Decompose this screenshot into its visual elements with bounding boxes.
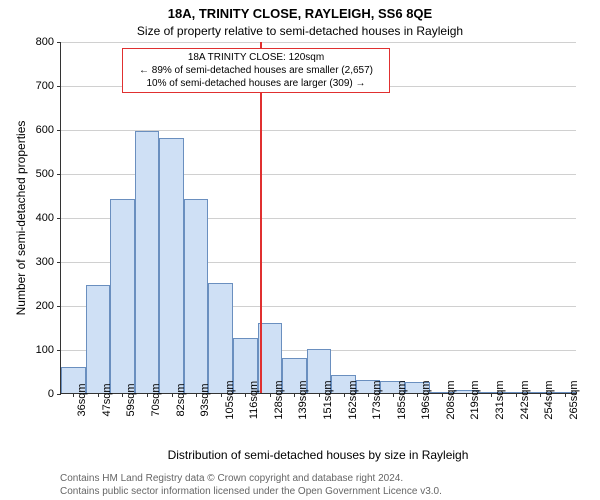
xtick-mark (73, 393, 74, 397)
x-axis-label: Distribution of semi-detached houses by … (60, 448, 576, 462)
xtick-label: 82sqm (175, 383, 187, 416)
gridline (61, 42, 576, 43)
xtick-label: 185sqm (396, 380, 408, 419)
ytick-mark (57, 42, 61, 43)
xtick-label: 128sqm (273, 380, 285, 419)
footer-line-1: Contains HM Land Registry data © Crown c… (60, 472, 442, 485)
xtick-mark (98, 393, 99, 397)
xtick-label: 151sqm (322, 380, 334, 419)
xtick-mark (491, 393, 492, 397)
xtick-label: 162sqm (347, 380, 359, 419)
ytick-mark (57, 350, 61, 351)
ytick-mark (57, 218, 61, 219)
xtick-label: 208sqm (445, 380, 457, 419)
xtick-label: 105sqm (224, 380, 236, 419)
footer-attribution: Contains HM Land Registry data © Crown c… (60, 472, 442, 498)
annotation-line-3: 10% of semi-detached houses are larger (… (127, 77, 385, 90)
ytick-mark (57, 86, 61, 87)
xtick-mark (516, 393, 517, 397)
ytick-label: 0 (0, 388, 54, 400)
xtick-label: 254sqm (543, 380, 555, 419)
ytick-mark (57, 394, 61, 395)
ytick-label: 200 (0, 300, 54, 312)
xtick-mark (417, 393, 418, 397)
xtick-mark (344, 393, 345, 397)
xtick-mark (245, 393, 246, 397)
ytick-mark (57, 306, 61, 307)
annotation-line-2: ← 89% of semi-detached houses are smalle… (127, 64, 385, 77)
xtick-label: 196sqm (420, 380, 432, 419)
histogram-bar (184, 199, 209, 393)
ytick-label: 400 (0, 212, 54, 224)
ytick-label: 800 (0, 36, 54, 48)
xtick-mark (221, 393, 222, 397)
ytick-mark (57, 262, 61, 263)
xtick-mark (294, 393, 295, 397)
histogram-bar (135, 131, 160, 393)
annotation-box: 18A TRINITY CLOSE: 120sqm ← 89% of semi-… (122, 48, 390, 93)
xtick-mark (368, 393, 369, 397)
xtick-mark (442, 393, 443, 397)
property-marker-line (260, 42, 262, 393)
ytick-label: 500 (0, 168, 54, 180)
annotation-line-1: 18A TRINITY CLOSE: 120sqm (127, 51, 385, 64)
histogram-bar (86, 285, 111, 393)
xtick-label: 219sqm (469, 380, 481, 419)
xtick-mark (540, 393, 541, 397)
histogram-bar (208, 283, 233, 393)
xtick-label: 36sqm (76, 383, 88, 416)
xtick-label: 173sqm (371, 380, 383, 419)
xtick-mark (466, 393, 467, 397)
chart-subtitle: Size of property relative to semi-detach… (0, 24, 600, 38)
xtick-label: 70sqm (150, 383, 162, 416)
xtick-mark (270, 393, 271, 397)
footer-line-2: Contains public sector information licen… (60, 485, 442, 498)
histogram-bar (159, 138, 184, 393)
chart-title: 18A, TRINITY CLOSE, RAYLEIGH, SS6 8QE (0, 6, 600, 21)
ytick-label: 600 (0, 124, 54, 136)
xtick-label: 59sqm (125, 383, 137, 416)
xtick-mark (172, 393, 173, 397)
xtick-mark (196, 393, 197, 397)
xtick-mark (319, 393, 320, 397)
xtick-mark (122, 393, 123, 397)
chart-plot-area (60, 42, 576, 394)
ytick-mark (57, 130, 61, 131)
xtick-label: 116sqm (248, 381, 260, 419)
xtick-label: 139sqm (297, 380, 309, 419)
xtick-mark (393, 393, 394, 397)
xtick-label: 265sqm (568, 380, 580, 419)
xtick-mark (147, 393, 148, 397)
ytick-label: 100 (0, 344, 54, 356)
xtick-label: 231sqm (494, 380, 506, 419)
ytick-mark (57, 174, 61, 175)
xtick-mark (565, 393, 566, 397)
xtick-label: 242sqm (519, 380, 531, 419)
xtick-label: 93sqm (199, 383, 211, 416)
histogram-bar (110, 199, 135, 393)
xtick-label: 47sqm (101, 383, 113, 416)
ytick-label: 700 (0, 80, 54, 92)
ytick-label: 300 (0, 256, 54, 268)
